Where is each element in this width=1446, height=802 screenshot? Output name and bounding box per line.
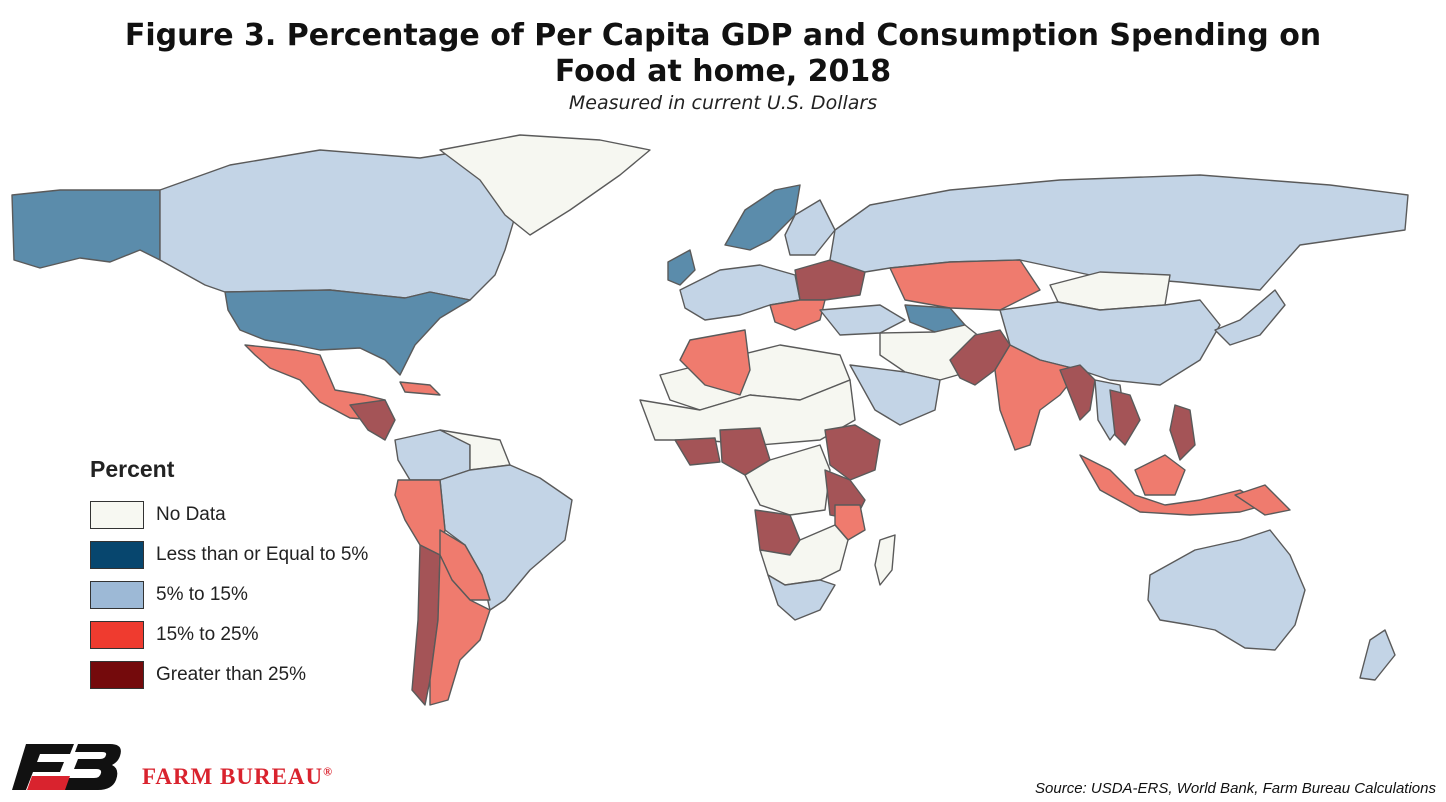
legend-label: Less than or Equal to 5%: [156, 544, 369, 565]
region-myanmar-bangladesh: [1059, 364, 1096, 421]
legend-title: Percent: [90, 456, 175, 482]
region-tanzania: [834, 504, 866, 541]
region-finland-baltic: [784, 199, 836, 256]
region-arabia: [849, 364, 941, 426]
region-ethiopia: [824, 424, 881, 481]
region-scandinavia: [724, 184, 801, 251]
legend-label: 15% to 25%: [156, 624, 259, 645]
region-turkey: [819, 304, 906, 336]
region-australia: [1147, 529, 1306, 651]
source-note: Source: USDA-ERS, World Bank, Farm Burea…: [1035, 780, 1436, 797]
region-balkans: [769, 299, 826, 331]
region-usa: [224, 289, 471, 376]
legend-swatch: [90, 661, 144, 689]
region-papua: [1234, 484, 1291, 516]
logo-f-shape: [12, 744, 74, 790]
region-south-africa: [767, 574, 836, 621]
region-central-america: [349, 399, 396, 441]
region-uk-ireland: [667, 249, 696, 286]
region-korea-japan: [1214, 289, 1286, 346]
title-line-1: Figure 3. Percentage of Per Capita GDP a…: [124, 18, 1322, 53]
region-canada: [159, 149, 521, 301]
legend-item-5-15: 5% to 15%: [90, 575, 420, 615]
region-west-africa: [674, 437, 721, 466]
registered-mark: ®: [323, 764, 334, 779]
brand-name: FARM BUREAU®: [142, 764, 333, 790]
region-caribbean: [399, 381, 441, 396]
legend-label: Greater than 25%: [156, 664, 306, 685]
legend-label: No Data: [156, 504, 226, 525]
legend-item-15-25: 15% to 25%: [90, 615, 420, 655]
legend-item-no-data: No Data: [90, 495, 420, 535]
region-borneo: [1134, 454, 1186, 496]
legend-item-le5: Less than or Equal to 5%: [90, 535, 420, 575]
region-philippines: [1169, 404, 1196, 461]
legend-swatch: [90, 541, 144, 569]
logo-b-shape: [62, 744, 121, 790]
title-line-2: Food at home, 2018: [554, 54, 892, 89]
brand-text: FARM BUREAU: [142, 764, 324, 789]
region-angola: [754, 509, 801, 556]
legend-swatch: [90, 501, 144, 529]
region-new-zealand: [1359, 629, 1396, 681]
chart-title: Figure 3. Percentage of Per Capita GDP a…: [0, 18, 1446, 90]
logo-red-bar: [27, 776, 70, 790]
legend-swatch: [90, 621, 144, 649]
region-alaska: [11, 189, 161, 269]
map-legend: Percent No Data Less than or Equal to 5%…: [90, 456, 420, 695]
region-argentina: [429, 554, 491, 706]
world-map: [11, 134, 1409, 706]
farm-bureau-logo: [12, 744, 121, 790]
region-madagascar: [874, 534, 896, 586]
legend-swatch: [90, 581, 144, 609]
region-kazakhstan: [889, 259, 1041, 311]
legend-label: 5% to 15%: [156, 584, 248, 605]
chart-subtitle: Measured in current U.S. Dollars: [568, 92, 878, 114]
legend-item-gt25: Greater than 25%: [90, 655, 420, 695]
region-india: [994, 344, 1081, 451]
region-algeria: [679, 329, 751, 396]
region-greenland: [439, 134, 651, 236]
region-vietnam-cambodia: [1109, 389, 1141, 446]
